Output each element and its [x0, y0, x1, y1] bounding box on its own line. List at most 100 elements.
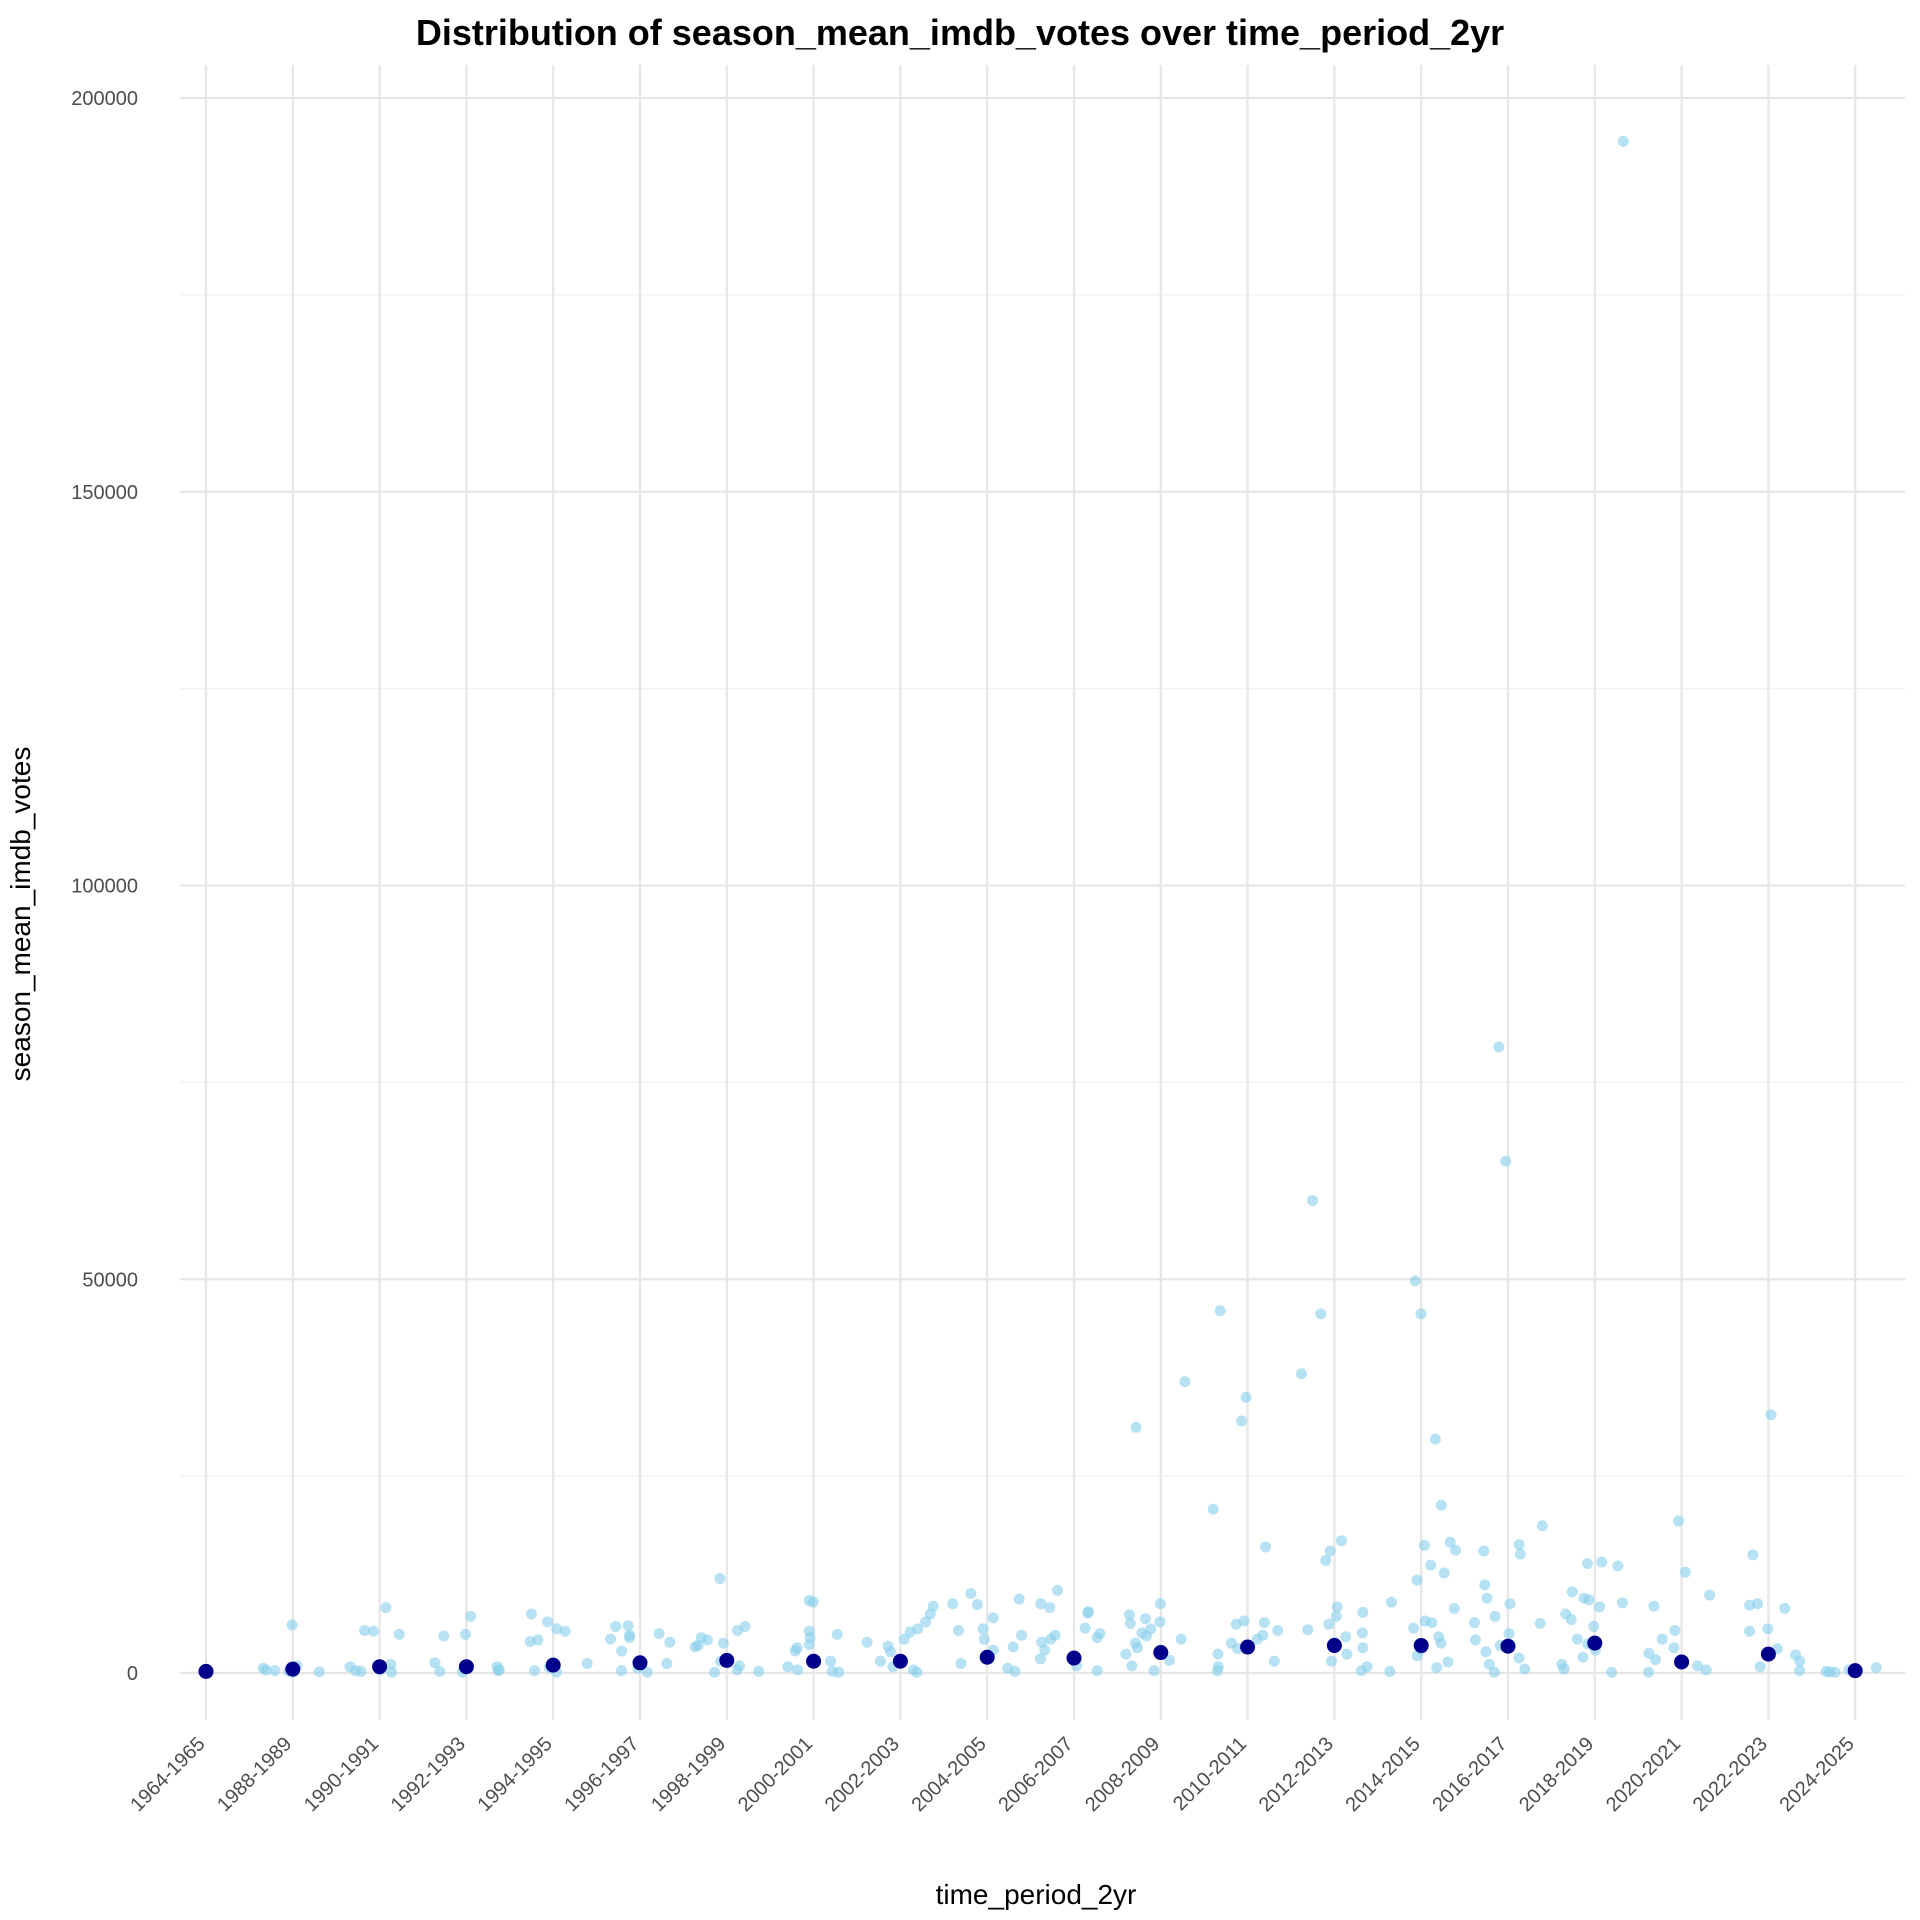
data-point — [1444, 1536, 1456, 1548]
data-point — [1669, 1624, 1681, 1636]
data-point — [434, 1665, 446, 1677]
data-point — [624, 1632, 636, 1644]
data-point — [971, 1598, 983, 1610]
data-point — [1504, 1598, 1516, 1610]
data-point — [1673, 1515, 1685, 1527]
data-point — [731, 1624, 743, 1636]
data-point — [525, 1608, 537, 1620]
data-point — [1469, 1634, 1481, 1646]
y-axis-label: season_mean_imdb_votes — [5, 747, 36, 1082]
x-axis-ticks: 1964-1965 1988-1989 1990-1991 1992-1993 1994… — [126, 1733, 1858, 1816]
data-point — [955, 1658, 967, 1670]
x-tick-label: 2022-2023 — [1689, 1733, 1772, 1816]
data-point — [831, 1628, 843, 1640]
mean-point — [1153, 1645, 1169, 1661]
data-point — [1355, 1665, 1367, 1677]
data-point — [1794, 1655, 1806, 1667]
mean-point — [198, 1663, 214, 1679]
data-point — [1519, 1663, 1531, 1675]
mean-point — [719, 1652, 735, 1668]
data-point — [1581, 1558, 1593, 1570]
mean-point — [458, 1659, 474, 1675]
y-tick-label: 0 — [127, 1663, 138, 1685]
data-point — [1341, 1648, 1353, 1660]
data-point — [286, 1619, 298, 1631]
data-point — [1431, 1661, 1443, 1673]
data-point — [1139, 1613, 1151, 1625]
data-point — [782, 1661, 794, 1673]
x-tick-label: 2012-2013 — [1255, 1733, 1338, 1816]
data-point — [1500, 1155, 1512, 1167]
data-point — [1616, 1597, 1628, 1609]
mean-point — [1500, 1638, 1516, 1654]
data-point — [1747, 1549, 1759, 1561]
data-point — [257, 1662, 269, 1674]
data-point — [1179, 1376, 1191, 1388]
mean-point — [1326, 1637, 1342, 1653]
data-point — [429, 1657, 441, 1669]
x-tick-label: 2020-2021 — [1602, 1733, 1685, 1816]
data-point — [1692, 1660, 1704, 1672]
grid-lines — [180, 65, 1905, 1720]
data-point — [1488, 1666, 1500, 1678]
data-point — [987, 1612, 999, 1624]
data-point — [1212, 1648, 1224, 1660]
data-point — [1643, 1666, 1655, 1678]
data-point — [1214, 1305, 1226, 1317]
data-point — [1418, 1539, 1430, 1551]
data-point — [1306, 1195, 1318, 1206]
data-point — [1534, 1617, 1546, 1629]
data-point — [616, 1665, 628, 1677]
data-point — [701, 1634, 713, 1646]
mean-point — [1847, 1663, 1863, 1679]
data-point — [1438, 1567, 1450, 1579]
data-point — [1411, 1574, 1423, 1586]
data-point — [1091, 1632, 1103, 1644]
data-point — [861, 1636, 873, 1648]
data-point — [1480, 1646, 1492, 1658]
data-point — [1700, 1664, 1712, 1676]
y-axis-ticks: 0 50000 100000 150000 200000 — [71, 88, 138, 1685]
data-point — [1448, 1602, 1460, 1614]
x-tick-label: 1994-1995 — [474, 1733, 557, 1816]
data-point — [367, 1625, 379, 1637]
data-point — [542, 1616, 554, 1628]
data-point — [1175, 1633, 1187, 1645]
data-point — [551, 1623, 563, 1635]
data-point — [1240, 1391, 1252, 1403]
data-point — [1513, 1539, 1525, 1551]
data-point — [1612, 1560, 1624, 1572]
data-point — [1258, 1617, 1270, 1629]
data-point — [1648, 1600, 1660, 1612]
data-point — [1251, 1633, 1263, 1645]
data-point — [1479, 1579, 1491, 1591]
data-point — [1558, 1663, 1570, 1675]
data-point — [559, 1625, 571, 1637]
data-point — [1163, 1654, 1175, 1666]
data-point — [1594, 1601, 1606, 1613]
x-tick-label: 1992-1993 — [387, 1733, 470, 1816]
data-point — [1120, 1648, 1132, 1660]
data-point — [1124, 1617, 1136, 1629]
data-point — [438, 1630, 450, 1642]
data-point — [524, 1636, 536, 1647]
data-point — [1596, 1556, 1608, 1568]
data-point — [380, 1602, 392, 1614]
x-tick-label: 2008-2009 — [1081, 1733, 1164, 1816]
x-tick-label: 2010-2011 — [1169, 1733, 1251, 1815]
data-point — [1679, 1566, 1691, 1578]
data-point — [1514, 1548, 1526, 1560]
data-point — [1762, 1623, 1774, 1635]
data-point — [1435, 1499, 1447, 1511]
data-point — [1489, 1610, 1501, 1622]
data-point — [717, 1637, 729, 1649]
data-point — [1870, 1661, 1882, 1673]
data-point — [1154, 1598, 1166, 1610]
data-point — [803, 1639, 815, 1651]
data-point — [1039, 1644, 1051, 1656]
data-point — [1415, 1308, 1427, 1320]
data-point — [1794, 1665, 1806, 1677]
x-tick-label: 2006-2007 — [994, 1733, 1077, 1816]
data-point — [1409, 1275, 1421, 1287]
y-tick-label: 50000 — [82, 1269, 138, 1291]
